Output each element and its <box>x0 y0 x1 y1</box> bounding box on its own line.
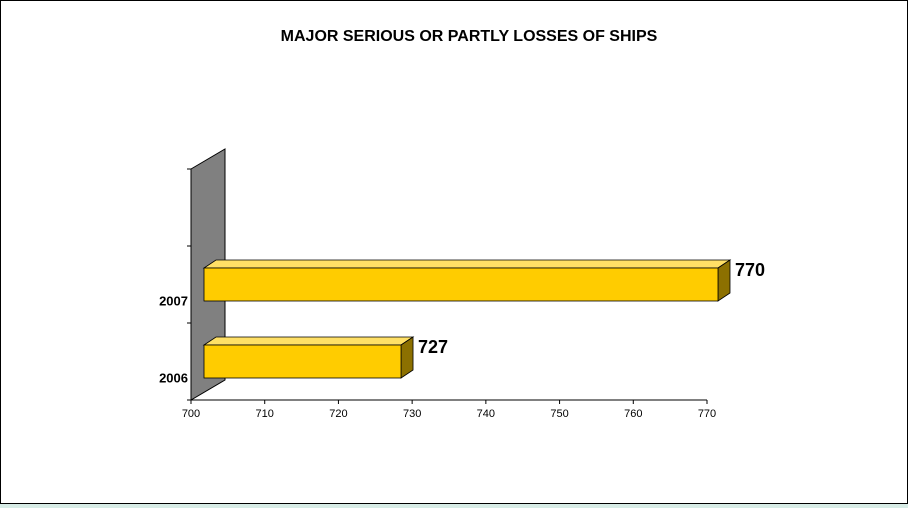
x-tick-label: 700 <box>182 408 200 420</box>
y-category-label: 2007 <box>159 294 188 309</box>
x-tick-label: 770 <box>698 408 716 420</box>
bar <box>203 344 402 379</box>
bar-top-face <box>202 259 732 269</box>
bar <box>203 267 719 302</box>
x-tick-label: 750 <box>550 408 568 420</box>
x-tick-label: 730 <box>403 408 421 420</box>
x-tick-label: 710 <box>256 408 274 420</box>
bar-top-face <box>202 336 415 346</box>
y-category-label: 2006 <box>159 371 188 386</box>
data-label: 770 <box>735 260 765 280</box>
x-tick-label: 720 <box>329 408 347 420</box>
chart-title: MAJOR SERIOUS OR PARTLY LOSSES OF SHIPS <box>281 28 658 45</box>
plot-area: 700 710 720 730 740 750 760 770 2006 727 2007 770 <box>159 148 765 420</box>
data-label: 727 <box>418 337 448 357</box>
x-tick-label: 740 <box>477 408 495 420</box>
x-tick-label: 760 <box>624 408 642 420</box>
